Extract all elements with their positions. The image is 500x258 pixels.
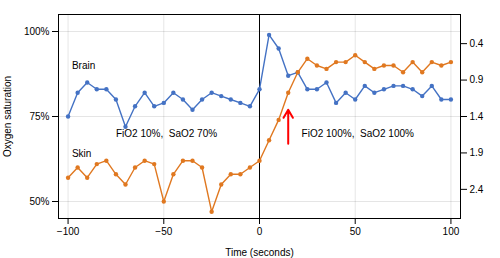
svg-text:75%: 75% bbox=[29, 111, 49, 122]
svg-text:0: 0 bbox=[257, 226, 263, 237]
svg-text:100: 100 bbox=[443, 226, 460, 237]
svg-text:−50: −50 bbox=[155, 226, 172, 237]
svg-text:FiO2 10%, SaO2 70%: FiO2 10%, SaO2 70% bbox=[116, 128, 217, 139]
svg-text:1.4: 1.4 bbox=[470, 111, 484, 122]
svg-text:Oxygen saturation: Oxygen saturation bbox=[2, 76, 13, 157]
svg-text:Time (seconds): Time (seconds) bbox=[225, 247, 294, 258]
svg-text:1.9: 1.9 bbox=[470, 147, 484, 158]
svg-text:Brain: Brain bbox=[72, 60, 95, 71]
svg-text:−100: −100 bbox=[57, 226, 80, 237]
svg-text:50: 50 bbox=[350, 226, 362, 237]
svg-text:100%: 100% bbox=[24, 26, 50, 37]
svg-text:2.4: 2.4 bbox=[470, 184, 484, 195]
svg-text:Skin: Skin bbox=[72, 148, 91, 159]
svg-text:0.9: 0.9 bbox=[470, 74, 484, 85]
svg-text:50%: 50% bbox=[29, 196, 49, 207]
svg-text:0.4: 0.4 bbox=[470, 38, 484, 49]
svg-text:FiO2 100%, SaO2 100%: FiO2 100%, SaO2 100% bbox=[302, 128, 414, 139]
